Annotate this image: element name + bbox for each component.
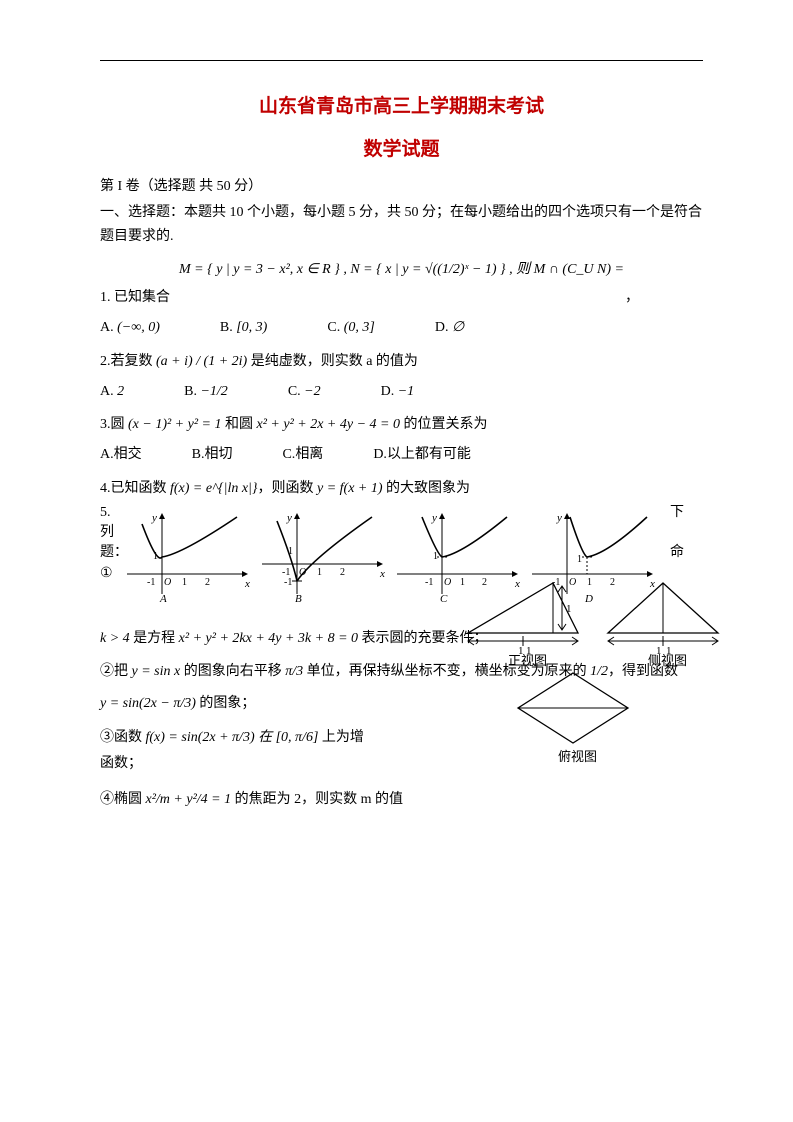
q3-m1: (x − 1)² + y² = 1 bbox=[128, 417, 222, 432]
q5-right-labels: 下 命 bbox=[662, 503, 684, 564]
svg-text:C: C bbox=[440, 593, 448, 604]
q5-prop3-line1: ③函数 f(x) = sin(2x + π/3) 在 [0, π/6] 上为增 bbox=[100, 726, 420, 750]
q1-math: M = { y | y = 3 − x², x ∈ R } , N = { x … bbox=[179, 262, 624, 277]
q2-prefix: 若复数 bbox=[111, 354, 157, 369]
q1-opt-d: D. ∅ bbox=[435, 316, 464, 340]
q2-mid: 是纯虚数，则实数 a 的值为 bbox=[247, 354, 418, 369]
section-instruction: 一、选择题：本题共 10 个小题，每小题 5 分，共 50 分；在每小题给出的四… bbox=[100, 201, 703, 249]
q1-line: 1. 已知集合 ________________________________… bbox=[100, 286, 703, 310]
question-4: 4.已知函数 f(x) = e^{|ln x|}，则函数 y = f(x + 1… bbox=[100, 477, 703, 501]
q5-prop4: ④椭圆 x²/m + y²/4 = 1 的焦距为 2，则实数 m 的值 bbox=[100, 788, 420, 812]
question-3: 3.圆 (x − 1)² + y² = 1 和圆 x² + y² + 2x + … bbox=[100, 413, 703, 467]
svg-text:O: O bbox=[164, 577, 171, 588]
q3-m2: x² + y² + 2x + 4y − 4 = 0 bbox=[257, 417, 401, 432]
svg-text:y: y bbox=[151, 512, 157, 524]
title-main: 山东省青岛市高三上学期期末考试 bbox=[100, 91, 703, 118]
svg-text:x: x bbox=[244, 578, 250, 590]
three-views: 11 1 正视图 bbox=[463, 573, 723, 772]
question-1: M = { y | y = 3 − x², x ∈ R } , N = { x … bbox=[100, 258, 703, 339]
svg-text:1: 1 bbox=[182, 577, 187, 588]
q1-math-display: M = { y | y = 3 − x², x ∈ R } , N = { x … bbox=[100, 258, 703, 282]
views-svg: 11 1 正视图 bbox=[463, 573, 723, 763]
q1-opt-a: A. (−∞, 0) bbox=[100, 316, 160, 340]
section-part-label: 第 I 卷（选择题 共 50 分） bbox=[100, 175, 703, 199]
q2-options: A. 2 B. −1/2 C. −2 D. −1 bbox=[100, 380, 703, 404]
svg-text:2: 2 bbox=[205, 577, 210, 588]
question-2: 2.若复数 (a + i) / (1 + 2i) 是纯虚数，则实数 a 的值为 … bbox=[100, 350, 703, 404]
q4-line: 4.已知函数 f(x) = e^{|ln x|}，则函数 y = f(x + 1… bbox=[100, 477, 703, 501]
q2-opt-a: A. 2 bbox=[100, 380, 124, 404]
svg-text:y: y bbox=[556, 512, 562, 524]
title-sub: 数学试题 bbox=[100, 134, 703, 161]
q5-left-labels: 5. 列 题： ① bbox=[100, 503, 122, 584]
svg-text:y: y bbox=[286, 512, 292, 524]
q2-line: 2.若复数 (a + i) / (1 + 2i) 是纯虚数，则实数 a 的值为 bbox=[100, 350, 703, 374]
q5-left-column: ③函数 f(x) = sin(2x + π/3) 在 [0, π/6] 上为增 … bbox=[100, 726, 420, 811]
q2-opt-d: D. −1 bbox=[381, 380, 415, 404]
q4-m1: f(x) = e^{|ln x|} bbox=[170, 481, 258, 496]
q3-opt-a: A.相交 bbox=[100, 443, 142, 467]
svg-text:2: 2 bbox=[340, 567, 345, 578]
q1-opt-b: B. [0, 3) bbox=[220, 316, 267, 340]
q3-opt-c: C.相离 bbox=[282, 443, 323, 467]
body: 第 I 卷（选择题 共 50 分） 一、选择题：本题共 10 个小题，每小题 5… bbox=[100, 175, 703, 811]
q1-num: 1. bbox=[100, 290, 111, 305]
svg-text:1: 1 bbox=[566, 603, 572, 615]
q4-mid: ，则函数 bbox=[258, 481, 318, 496]
q1-suffix: ， bbox=[625, 290, 639, 305]
q1-options: A. (−∞, 0) B. [0, 3) C. (0, 3] D. ∅ bbox=[100, 316, 703, 340]
question-5: 5. 列 题： ① bbox=[100, 503, 703, 812]
svg-text:A: A bbox=[159, 593, 167, 604]
svg-text:-1: -1 bbox=[147, 577, 155, 588]
q2-opt-c: C. −2 bbox=[288, 380, 321, 404]
q3-options: A.相交 B.相切 C.相离 D.以上都有可能 bbox=[100, 443, 703, 467]
q3-opt-b: B.相切 bbox=[192, 443, 233, 467]
top-rule bbox=[100, 60, 703, 61]
q4-num: 4. bbox=[100, 481, 111, 496]
q2-opt-b: B. −1/2 bbox=[184, 380, 228, 404]
front-view-caption: 正视图 bbox=[508, 653, 547, 668]
q4-m2: y = f(x + 1) bbox=[317, 481, 383, 496]
top-view-caption: 俯视图 bbox=[558, 749, 597, 763]
q3-prefix: 圆 bbox=[111, 417, 129, 432]
q4-suffix: 的大致图象为 bbox=[383, 481, 471, 496]
q1-opt-c: C. (0, 3] bbox=[327, 316, 374, 340]
side-view-caption: 侧视图 bbox=[648, 653, 687, 668]
svg-text:-1: -1 bbox=[425, 577, 433, 588]
q2-num: 2. bbox=[100, 354, 111, 369]
q3-line: 3.圆 (x − 1)² + y² = 1 和圆 x² + y² + 2x + … bbox=[100, 413, 703, 437]
page-root: 山东省青岛市高三上学期期末考试 数学试题 第 I 卷（选择题 共 50 分） 一… bbox=[0, 0, 793, 1122]
q3-num: 3. bbox=[100, 417, 111, 432]
svg-text:-1: -1 bbox=[284, 577, 292, 588]
q5-prop3-line2: 函数； bbox=[100, 752, 420, 776]
svg-text:1: 1 bbox=[317, 567, 322, 578]
q3-suffix: 的位置关系为 bbox=[400, 417, 488, 432]
svg-text:O: O bbox=[444, 577, 451, 588]
q2-math: (a + i) / (1 + 2i) bbox=[156, 354, 247, 369]
svg-text:B: B bbox=[295, 593, 302, 604]
svg-text:1: 1 bbox=[577, 554, 582, 565]
q4-prefix: 已知函数 bbox=[111, 481, 171, 496]
svg-text:y: y bbox=[431, 512, 437, 524]
q1-prefix: 已知集合 bbox=[114, 290, 170, 305]
q3-mid: 和圆 bbox=[222, 417, 257, 432]
svg-text:x: x bbox=[379, 568, 385, 580]
q3-opt-d: D.以上都有可能 bbox=[373, 443, 471, 467]
